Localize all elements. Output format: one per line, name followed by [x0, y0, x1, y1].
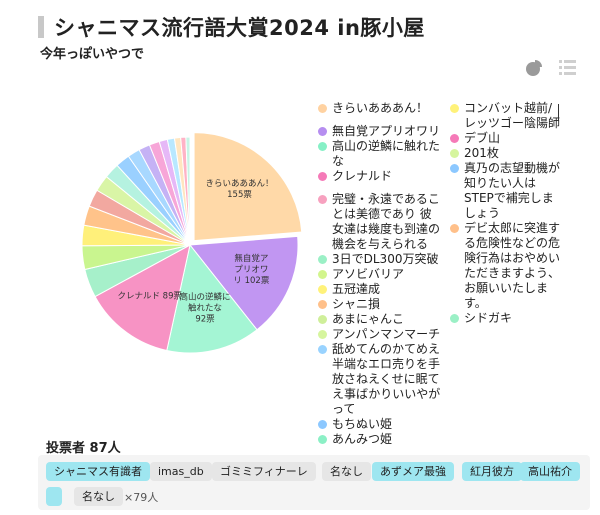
legend-column-1: きらいあああん！ 無自覚アプリオワリ 高山の逆鱗に触れたな クレナルド完璧・永遠である… [318, 101, 442, 447]
legend-label: デビ太郎に突進する危険性などの危険行為はおやめいただきますよう、お願いいたします… [464, 221, 561, 310]
legend-item[interactable]: あんみつ姫 [318, 432, 442, 447]
voters-count: 投票者 87人 [46, 441, 121, 456]
legend-item[interactable]: 無自覚アプリオワリ [318, 124, 442, 139]
legend-color-dot [318, 345, 327, 354]
legend-color-dot [318, 285, 327, 294]
voter-chip[interactable] [46, 487, 62, 506]
legend-color-dot [450, 134, 459, 143]
pie-slice[interactable] [94, 244, 191, 352]
legend-item[interactable]: 3日でDL300万突破 [318, 252, 442, 267]
slice-data-label: クレナルド 89票 [117, 292, 182, 302]
voter-chip[interactable]: あずメア最強 [372, 462, 454, 481]
legend-label: デブ山 [464, 131, 501, 145]
legend-item[interactable]: 完璧・永遠であることは美德であり 彼女達は幾度も到達の機会を与えられる [318, 192, 442, 252]
legend-scroll-caret [558, 104, 559, 120]
legend-color-dot [450, 104, 459, 113]
legend-color-dot [318, 172, 327, 181]
legend-item[interactable]: 高山の逆鱗に触れたな [318, 139, 442, 169]
legend-item[interactable]: 真乃の志望動機が知りたい人はSTEPで補完しましょう [450, 161, 562, 221]
legend-label: 3日でDL300万突破 [332, 252, 439, 266]
voter-chip[interactable]: ゴミミフィナーレ [212, 462, 316, 481]
view-toggle [524, 58, 579, 78]
legend-color-dot [318, 127, 327, 136]
legend-label: 舐めてんのかてめえ半端なエロ売りを手放さねえくせに眠てえ事ばかりいいやがって [332, 342, 441, 416]
legend-item[interactable]: きらいあああん！ [318, 101, 442, 116]
legend-color-dot [318, 255, 327, 264]
legend-item[interactable]: アンパンマンマーチ [318, 327, 442, 342]
legend-color-dot [318, 315, 327, 324]
legend-column-2: コンバット越前/レッツゴー陰陽師 デブ山 201枚 真乃の志望動機が知りたい人はSTE… [450, 101, 562, 326]
pie-slice[interactable] [189, 235, 299, 331]
legend-label: あまにゃんこ [332, 312, 405, 326]
legend-label: シャニ損 [332, 297, 381, 311]
list-view-icon[interactable] [557, 58, 579, 78]
legend-spacer [318, 116, 442, 124]
legend-item[interactable]: あまにゃんこ [318, 312, 442, 327]
legend-label: アソビバリア [332, 267, 405, 281]
legend-item[interactable]: クレナルド [318, 169, 442, 184]
slice-data-label: きらいあああん！ 155票 [205, 179, 273, 200]
legend-spacer [318, 184, 442, 192]
legend-color-dot [318, 420, 327, 429]
legend-color-dot [318, 104, 327, 113]
legend-label: 201枚 [464, 146, 499, 160]
legend-color-dot [450, 314, 459, 323]
legend-color-dot [450, 149, 459, 158]
legend-color-dot [318, 330, 327, 339]
legend-label: 完璧・永遠であることは美德であり 彼女達は幾度も到達の機会を与えられる [332, 192, 441, 251]
legend-color-dot [318, 195, 327, 204]
voter-chip[interactable]: 名なし [74, 487, 123, 506]
legend-item[interactable]: デビ太郎に突進する危険性などの危険行為はおやめいただきますよう、お願いいたします… [450, 221, 562, 311]
slice-data-label: 無自覚アプリオワリ 102票 [233, 253, 269, 286]
voter-chip[interactable]: 名なし [322, 462, 371, 481]
legend-color-dot [318, 142, 327, 151]
legend-label: 真乃の志望動機が知りたい人はSTEPで補完しましょう [464, 161, 561, 220]
pie-slice[interactable] [166, 243, 258, 354]
voter-chip[interactable]: 紅月彼方 [462, 462, 522, 481]
legend-label: きらいあああん！ [332, 101, 429, 115]
legend-color-dot [318, 270, 327, 279]
legend-item[interactable]: 舐めてんのかてめえ半端なエロ売りを手放さねえくせに眠てえ事ばかりいいやがって [318, 342, 442, 417]
legend-item[interactable]: コンバット越前/レッツゴー陰陽師 [450, 101, 562, 131]
title-accent-bar [38, 16, 44, 38]
slice-data-label: 高山の逆鱗に触れたな 92票 [180, 291, 231, 324]
legend-label: 五冠達成 [332, 282, 381, 296]
legend-label: もちぬい姫 [332, 417, 393, 431]
legend-label: 無自覚アプリオワリ [332, 124, 441, 138]
voters-more: ×79人 [124, 491, 159, 504]
voter-chip[interactable]: シャニマス有識者 [46, 462, 150, 481]
legend-color-dot [318, 300, 327, 309]
legend-color-dot [450, 224, 459, 233]
pie-slice[interactable] [193, 132, 303, 242]
legend-item[interactable]: 五冠達成 [318, 282, 442, 297]
voter-chip[interactable]: 高山祐介 [520, 462, 580, 481]
legend-item[interactable]: シドガキ [450, 311, 562, 326]
legend-item[interactable]: 201枚 [450, 146, 562, 161]
legend-label: コンバット越前/レッツゴー陰陽師 [464, 101, 561, 130]
legend-label: クレナルド [332, 169, 393, 183]
legend-item[interactable]: デブ山 [450, 131, 562, 146]
legend-label: 高山の逆鱗に触れたな [332, 139, 441, 168]
legend-item[interactable]: アソビバリア [318, 267, 442, 282]
voter-chip[interactable]: imas_db [150, 462, 212, 481]
pie-slice[interactable] [185, 136, 191, 246]
pie-view-icon[interactable] [524, 58, 544, 78]
legend-item[interactable]: シャニ損 [318, 297, 442, 312]
legend-label: アンパンマンマーチ [332, 327, 441, 341]
legend-item[interactable]: もちぬい姫 [318, 417, 442, 432]
legend-label: あんみつ姫 [332, 432, 393, 446]
legend-label: シドガキ [464, 311, 513, 325]
legend-color-dot [318, 435, 327, 444]
page-title: シャニマス流行語大賞2024 in豚小屋 [54, 16, 425, 40]
page-subtitle: 今年っぽいやつで [40, 47, 145, 62]
legend-color-dot [450, 164, 459, 173]
